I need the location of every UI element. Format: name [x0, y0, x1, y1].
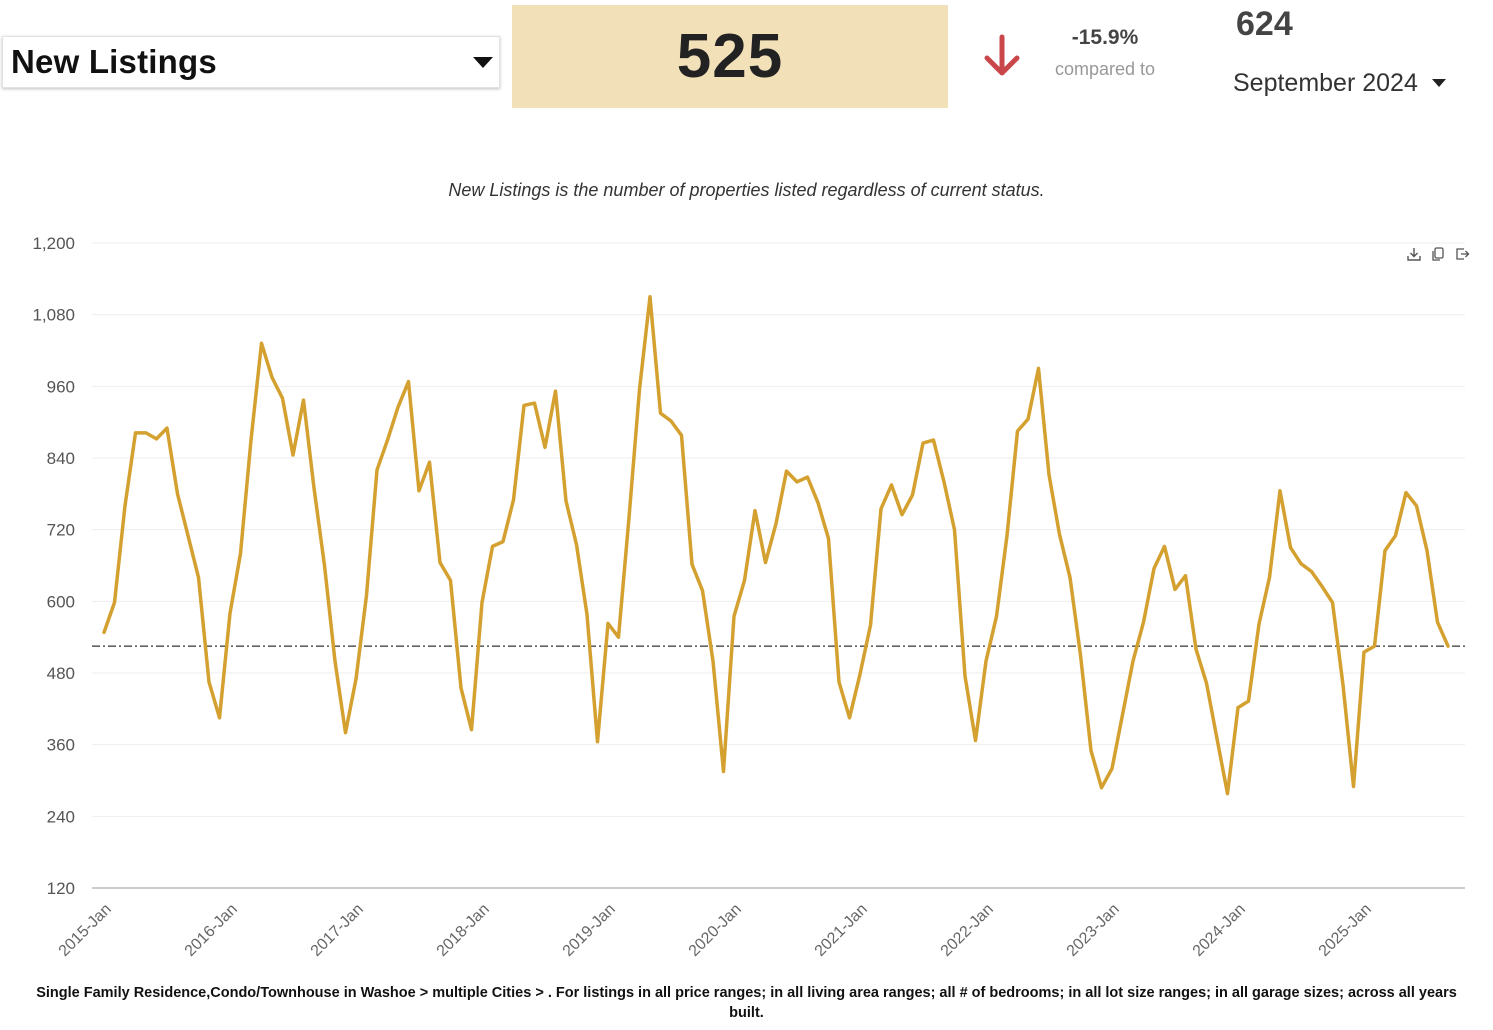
chart-footer: Single Family Residence,Condo/Townhouse … [36, 985, 1457, 1021]
line-chart: 120 240 360 480 600 720 840 960 1,080 1,200 2015-J… [32, 234, 1465, 960]
x-tick-label: 2024-Jan [1190, 901, 1249, 960]
period-select-label: September 2024 [1233, 68, 1418, 97]
x-tick-label: 2016-Jan [182, 901, 241, 960]
x-tick-label: 2022-Jan [938, 901, 997, 960]
y-tick-label: 480 [47, 664, 75, 683]
y-tick-label: 960 [47, 377, 75, 396]
x-tick-label: 2023-Jan [1064, 901, 1123, 960]
arrow-down-icon [984, 34, 1020, 76]
y-tick-label: 240 [47, 807, 75, 826]
copy-icon[interactable] [1430, 246, 1446, 262]
change-percent: -15.9% [1071, 26, 1139, 49]
current-value-panel: 525 [512, 5, 948, 108]
x-tick-label: 2018-Jan [434, 901, 493, 960]
y-tick-label: 120 [47, 879, 75, 898]
current-value: 525 [676, 22, 784, 91]
y-tick-label: 1,080 [32, 306, 75, 325]
x-tick-label: 2017-Jan [308, 901, 367, 960]
period-select[interactable]: September 2024 [1233, 66, 1446, 100]
x-tick-label: 2019-Jan [560, 901, 619, 960]
y-tick-label: 360 [47, 736, 75, 755]
caret-down-icon[interactable] [1431, 79, 1446, 87]
series-line [102, 295, 1450, 796]
caret-down-icon[interactable] [473, 57, 493, 68]
x-tick-label: 2021-Jan [812, 901, 871, 960]
y-tick-label: 1,200 [32, 234, 75, 253]
y-tick-label: 600 [47, 592, 75, 611]
chart-description: New Listings is the number of properties… [448, 180, 1045, 200]
compared-to-label: compared to [1054, 59, 1156, 79]
x-tick-label: 2025-Jan [1316, 901, 1375, 960]
y-tick-label: 840 [47, 449, 75, 468]
x-tick-label: 2015-Jan [56, 901, 115, 960]
metric-select-label: New Listings [11, 43, 217, 80]
y-tick-label: 720 [47, 521, 75, 540]
export-icon[interactable] [1454, 246, 1470, 262]
metric-select[interactable]: New Listings [2, 36, 500, 88]
comparison-value: 624 [1236, 5, 1293, 43]
x-tick-label: 2020-Jan [686, 901, 745, 960]
download-icon[interactable] [1406, 246, 1422, 262]
